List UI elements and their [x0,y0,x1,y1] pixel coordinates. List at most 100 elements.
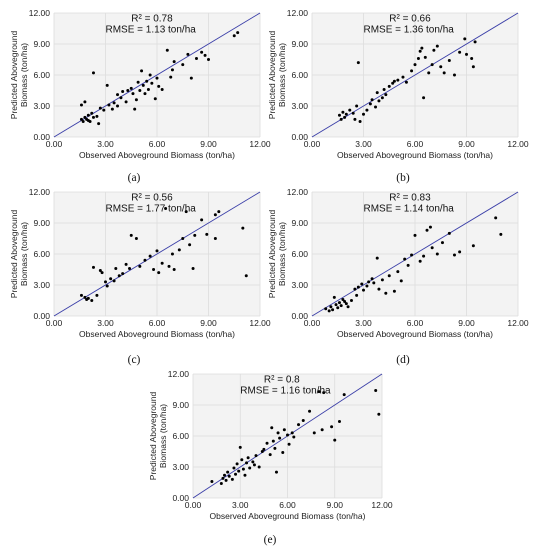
x-tick-label: 12.00 [507,139,529,149]
data-point [465,52,468,56]
data-point [370,98,374,102]
data-point [102,108,106,112]
y-tick-label: 0.00 [291,311,308,321]
x-axis-label: Observed Aboveground Biomass (ton/ha) [210,511,366,521]
scatter-panel-e: 0.000.00 3.00 3.00 6.00 6.00 9.00 9.00 12.00 12.… [148,369,393,546]
r-squared-label: R² = 0.83 [389,192,431,203]
data-point [200,218,204,222]
data-point [107,103,111,107]
data-point [193,233,197,237]
data-point [349,299,353,302]
data-point [152,268,156,271]
data-point [341,297,345,301]
data-point [401,75,405,79]
data-point [392,289,396,293]
data-point [452,73,456,77]
y-tick-label: 12.00 [168,369,190,379]
data-point [146,87,150,91]
x-tick-label: 3.00 [355,318,372,328]
data-point [403,257,407,261]
data-point [116,93,120,97]
data-point [169,75,173,79]
data-point [160,87,164,91]
one-to-one-line [311,12,519,138]
y-tick-label: 3.00 [291,101,308,111]
y-tick-label: 6.00 [33,70,50,80]
data-point [226,470,230,474]
data-point [273,446,277,450]
y-tick-label: 6.00 [291,249,308,259]
data-point [131,92,135,96]
data-point [439,65,443,69]
data-point [232,466,236,470]
r-squared-label: R² = 0.66 [389,13,431,24]
data-point [98,269,102,273]
r-squared-label: R² = 0.56 [131,192,173,203]
data-point [355,293,359,297]
data-point [342,393,346,397]
data-point [420,46,424,50]
r-squared-label: R² = 0.78 [131,13,173,24]
data-point [157,84,161,88]
data-point [494,216,498,220]
data-point [358,120,362,123]
y-axis-label: Predicted Aboveground [267,31,277,120]
data-point [257,465,261,469]
data-point [447,59,451,63]
rmse-label: RMSE = 1.16 ton/ha [240,386,331,397]
data-point [341,110,345,114]
x-tick-label: 6.00 [149,139,166,149]
data-point [181,237,185,240]
x-tick-label: 0.00 [46,318,63,328]
data-point [339,117,343,121]
data-point [157,271,161,275]
data-point [368,102,372,106]
data-point [317,390,321,394]
data-point [337,420,341,424]
rmse-label: RMSE = 1.77 ton/ha [106,204,197,215]
data-point [105,83,109,87]
x-tick-label: 9.00 [458,139,475,149]
data-point [392,79,396,83]
data-point [134,237,138,240]
data-point [203,53,207,57]
data-point [274,470,278,474]
data-point [286,433,289,437]
data-point [384,291,388,295]
data-point [377,412,381,416]
data-point [140,69,144,73]
data-point [129,86,133,90]
data-point [260,450,264,453]
y-tick-label: 12.00 [29,187,51,197]
data-point [423,55,427,59]
data-point [217,210,221,214]
data-point [375,91,379,95]
rmse-label: RMSE = 1.13 ton/ha [106,25,197,36]
data-point [365,284,369,288]
x-tick-label: 3.00 [355,139,372,149]
data-point [422,96,426,100]
data-point [471,244,475,248]
data-point [265,441,269,445]
data-point [276,431,280,435]
rmse-label: RMSE = 1.36 ton/ha [364,25,455,36]
data-point [463,37,467,41]
one-to-one-line [311,191,519,317]
data-point [145,79,149,83]
data-point [83,115,87,119]
data-point [143,92,147,96]
x-tick-label: 9.00 [458,318,475,328]
data-point [79,117,83,121]
data-point [138,264,142,268]
data-point [90,111,94,115]
data-point [339,304,343,308]
data-point [473,40,477,44]
data-point [240,458,244,462]
data-point [322,391,326,395]
data-point [458,50,462,54]
rmse-label: RMSE = 1.14 ton/ha [364,204,455,215]
x-tick-label: 9.00 [200,139,217,149]
data-point [117,274,121,278]
data-point [278,436,282,440]
